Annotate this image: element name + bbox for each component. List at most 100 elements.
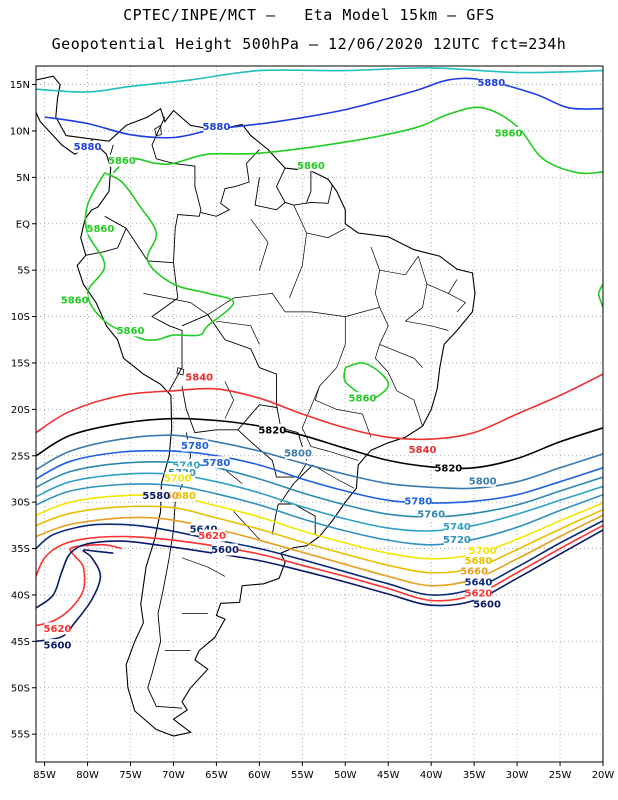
contour-label: 5700 bbox=[469, 546, 497, 557]
contour-label: 5600 bbox=[211, 545, 239, 556]
contour-5740 bbox=[36, 472, 603, 532]
contour-label: 5800 bbox=[469, 476, 497, 487]
state-border bbox=[301, 386, 359, 461]
country-border bbox=[147, 260, 183, 392]
contour-5900 bbox=[36, 67, 603, 93]
contour-label-bg bbox=[44, 622, 71, 635]
contour-5860 bbox=[597, 283, 603, 308]
country-border bbox=[181, 386, 277, 434]
lat-tick-label: 30S bbox=[11, 498, 30, 509]
contour-label: 5880 bbox=[477, 78, 505, 89]
contour-label-bg bbox=[87, 222, 114, 235]
state-border bbox=[448, 293, 467, 313]
contour-label-bg bbox=[203, 456, 230, 469]
contour-label-bg bbox=[474, 598, 501, 611]
contour-label-bg bbox=[108, 154, 135, 167]
contour-label: 5580 bbox=[142, 491, 170, 502]
contour-label-bg bbox=[164, 472, 191, 485]
contour-5620 bbox=[36, 543, 123, 627]
country-border bbox=[306, 170, 312, 203]
state-border bbox=[233, 511, 260, 540]
contour-label: 5700 bbox=[164, 474, 192, 485]
contour-label-bg bbox=[435, 461, 462, 474]
state-border bbox=[143, 293, 209, 315]
contour-label: 5860 bbox=[87, 224, 115, 235]
lat-tick-label: 5N bbox=[16, 173, 30, 184]
state-border bbox=[289, 232, 307, 299]
state-border bbox=[375, 358, 423, 427]
land-outlines bbox=[36, 75, 476, 737]
contour-5700 bbox=[36, 494, 603, 560]
country-border bbox=[200, 149, 260, 217]
lat-tick-label: 15S bbox=[11, 358, 30, 369]
contour-label: 5880 bbox=[74, 142, 102, 153]
contour-5720 bbox=[36, 483, 603, 546]
lat-tick-label: 10S bbox=[11, 312, 30, 323]
state-border bbox=[379, 256, 419, 276]
lon-tick-label: 75W bbox=[119, 770, 142, 781]
contour-label: 5740 bbox=[172, 461, 200, 472]
contour-label: 5860 bbox=[297, 161, 325, 172]
contour-label-bg bbox=[495, 126, 522, 139]
contour-label-bg bbox=[117, 324, 144, 337]
contour-label: 5740 bbox=[443, 522, 471, 533]
contour-label-bg bbox=[469, 474, 496, 487]
lat-tick-label: 20S bbox=[11, 405, 30, 416]
contour-label-bg bbox=[405, 495, 432, 508]
contour-label-bg bbox=[74, 140, 101, 153]
contour-label: 5620 bbox=[44, 624, 72, 635]
lat-tick-label: EQ bbox=[16, 219, 30, 230]
contour-5800 bbox=[36, 434, 603, 490]
state-border bbox=[314, 316, 346, 410]
state-border bbox=[336, 409, 372, 438]
country-border bbox=[237, 429, 307, 478]
contour-label-bg bbox=[461, 564, 488, 577]
contour-label: 5780 bbox=[202, 458, 230, 469]
contour-label: 5860 bbox=[61, 295, 89, 306]
contour-labels: 5880 5880 5880 5860 5860 5860 5860 5860 5860 5860… bbox=[44, 76, 522, 652]
lake-outline bbox=[154, 124, 162, 136]
height-contours bbox=[36, 67, 603, 643]
contour-label-bg bbox=[469, 544, 496, 557]
contour-label-bg bbox=[186, 370, 213, 383]
lat-tick-label: 35S bbox=[11, 544, 30, 555]
contour-label: 5680 bbox=[168, 491, 196, 502]
lat-tick-label: 50S bbox=[11, 683, 30, 694]
contour-label: 5680 bbox=[465, 556, 493, 567]
country-border bbox=[85, 228, 127, 256]
contour-label: 5620 bbox=[198, 531, 226, 542]
contour-label-bg bbox=[285, 446, 312, 459]
contour-label-bg bbox=[443, 520, 470, 533]
contour-label-bg bbox=[44, 639, 71, 652]
state-border bbox=[250, 218, 269, 271]
chart-title: CPTEC/INPE/MCT – Eta Model 15km – GFS bbox=[123, 6, 495, 24]
country-border bbox=[275, 167, 286, 203]
lon-tick-label: 40W bbox=[420, 770, 443, 781]
lat-tick-label: 10N bbox=[10, 126, 30, 137]
contour-5860 bbox=[343, 362, 390, 402]
lon-tick-label: 65W bbox=[205, 770, 228, 781]
state-border bbox=[405, 320, 449, 331]
lat-tick-label: 45S bbox=[11, 637, 30, 648]
contour-label: 5820 bbox=[258, 425, 286, 436]
lon-tick-label: 35W bbox=[463, 770, 486, 781]
contour-label: 5840 bbox=[409, 445, 437, 456]
state-border bbox=[426, 279, 458, 294]
contour-5620 bbox=[36, 524, 603, 602]
contour-5840 bbox=[36, 373, 603, 441]
country-border bbox=[181, 314, 308, 461]
contour-label-bg bbox=[181, 439, 208, 452]
lat-tick-label: 25S bbox=[11, 451, 30, 462]
country-border bbox=[271, 503, 316, 535]
lat-tick-label: 55S bbox=[11, 730, 30, 741]
lon-tick-label: 30W bbox=[506, 770, 529, 781]
contour-5820 bbox=[36, 417, 603, 470]
contour-label: 5860 bbox=[108, 156, 136, 167]
lat-tick-label: 5S bbox=[17, 266, 30, 277]
contour-label-bg bbox=[418, 508, 445, 521]
country-border bbox=[280, 464, 313, 503]
state-border bbox=[207, 293, 346, 317]
contour-label: 5760 bbox=[417, 510, 445, 521]
contour-5860 bbox=[112, 106, 603, 175]
